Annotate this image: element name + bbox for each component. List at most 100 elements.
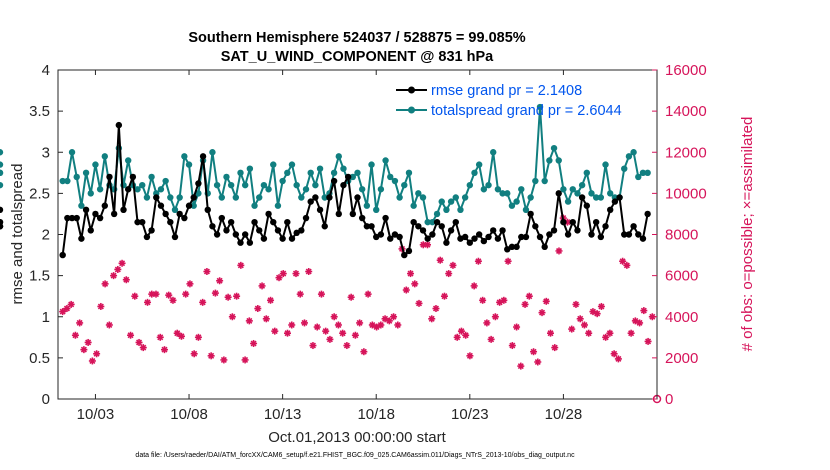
- rmse-point: [274, 227, 282, 234]
- obs-count-point: [127, 331, 135, 339]
- totalspread-point: [373, 206, 380, 214]
- totalspread-point: [508, 202, 516, 209]
- totalspread-point: [171, 206, 179, 214]
- obs-marker-stroke: [598, 303, 605, 310]
- totalspread-point: [527, 194, 534, 201]
- obs-count-point: [313, 323, 321, 331]
- obs-count-point: [364, 290, 372, 298]
- rmse-point: [349, 210, 357, 218]
- obs-marker-stroke: [585, 330, 592, 337]
- rmse-point: [110, 210, 118, 218]
- rmse-point: [550, 227, 558, 234]
- totalspread-point: [330, 169, 338, 177]
- obs-marker-stroke: [76, 319, 83, 326]
- obs-count-point: [597, 302, 605, 310]
- obs-marker-stroke: [628, 330, 635, 337]
- obs-count-point: [470, 282, 478, 290]
- totalspread-point: [560, 186, 567, 193]
- obs-count-point: [390, 313, 398, 321]
- obs-marker-stroke: [284, 330, 291, 337]
- totalspread-point: [274, 202, 282, 209]
- rmse-point: [438, 223, 445, 230]
- obs-marker-stroke: [572, 301, 579, 308]
- obs-count-point: [423, 241, 431, 249]
- obs-count-point: [432, 305, 440, 313]
- totalspread-point: [415, 190, 422, 197]
- rmse-point: [447, 227, 455, 234]
- obs-count-point: [542, 297, 550, 305]
- totalspread-point: [405, 169, 413, 177]
- totalspread-point: [148, 173, 155, 181]
- obs-count-point: [614, 355, 622, 363]
- obs-count-point: [623, 261, 631, 269]
- obs-marker-stroke: [301, 319, 308, 326]
- obs-marker-stroke: [314, 324, 321, 331]
- rmse-point: [68, 214, 76, 222]
- totalspread-point: [583, 169, 591, 177]
- obs-count-point: [296, 290, 304, 298]
- obs-marker-stroke: [186, 280, 193, 287]
- rmse-point: [204, 206, 211, 214]
- obs-marker-stroke: [594, 310, 601, 317]
- totalspread-point: [279, 177, 286, 185]
- obs-marker-stroke: [63, 305, 70, 312]
- rmse-point: [546, 231, 553, 238]
- totalspread-point: [354, 169, 361, 177]
- rmse-series: [0, 121, 651, 259]
- obs-marker-stroke: [191, 350, 198, 357]
- obs-count-point: [309, 342, 317, 350]
- rmse-point: [241, 231, 249, 238]
- totalspread-point: [284, 169, 291, 177]
- x-tick-label: 10/03: [77, 406, 115, 423]
- obs-count-point: [237, 261, 245, 269]
- rmse-point: [461, 233, 469, 241]
- totalspread-point: [607, 190, 614, 197]
- totalspread-point: [321, 194, 328, 201]
- rmse-point: [415, 223, 422, 230]
- obs-marker-stroke: [530, 348, 537, 355]
- obs-marker-stroke: [250, 340, 257, 347]
- totalspread-point: [387, 173, 394, 181]
- obs-marker-stroke: [517, 363, 524, 370]
- obs-marker-stroke: [110, 272, 117, 279]
- obs-count-point: [292, 270, 300, 278]
- obs-marker-stroke: [161, 346, 168, 353]
- obs-marker-stroke: [259, 282, 266, 289]
- obs-count-point: [88, 357, 96, 365]
- obs-marker-stroke: [645, 338, 652, 345]
- obs-count-point: [241, 356, 249, 364]
- obs-marker-stroke: [509, 342, 516, 349]
- obs-marker-stroke: [424, 241, 431, 248]
- totalspread-point: [480, 186, 488, 193]
- rmse-point: [0, 206, 4, 214]
- totalspread-point: [438, 198, 445, 205]
- obs-marker-stroke: [462, 332, 469, 339]
- obs-count-point: [76, 319, 84, 327]
- totalspread-point: [134, 186, 141, 193]
- rmse-point: [607, 206, 614, 214]
- obs-marker-stroke: [369, 321, 376, 328]
- obs-count-point: [407, 270, 415, 278]
- y-tick-label-right: 0: [665, 391, 673, 408]
- totalspread-point: [499, 190, 506, 197]
- rmse-point: [0, 223, 4, 230]
- obs-count-point: [279, 270, 287, 278]
- obs-marker-stroke: [606, 330, 613, 337]
- totalspread-point: [265, 186, 272, 193]
- obs-marker-stroke: [237, 262, 244, 269]
- y-tick-label-left: 0: [42, 391, 50, 408]
- obs-marker-stroke: [140, 344, 147, 351]
- totalspread-point: [578, 181, 586, 189]
- rmse-point: [513, 243, 520, 251]
- obs-count-point: [402, 286, 410, 294]
- totalspread-point: [59, 177, 66, 185]
- totalspread-point: [223, 173, 230, 181]
- legend-spread-marker: [408, 106, 415, 114]
- rmse-point: [401, 251, 408, 259]
- totalspread-point: [625, 153, 633, 160]
- rmse-point: [569, 218, 576, 226]
- obs-marker-stroke: [182, 291, 189, 298]
- y-tick-label-right: 8000: [665, 227, 698, 244]
- obs-marker-stroke: [475, 258, 482, 265]
